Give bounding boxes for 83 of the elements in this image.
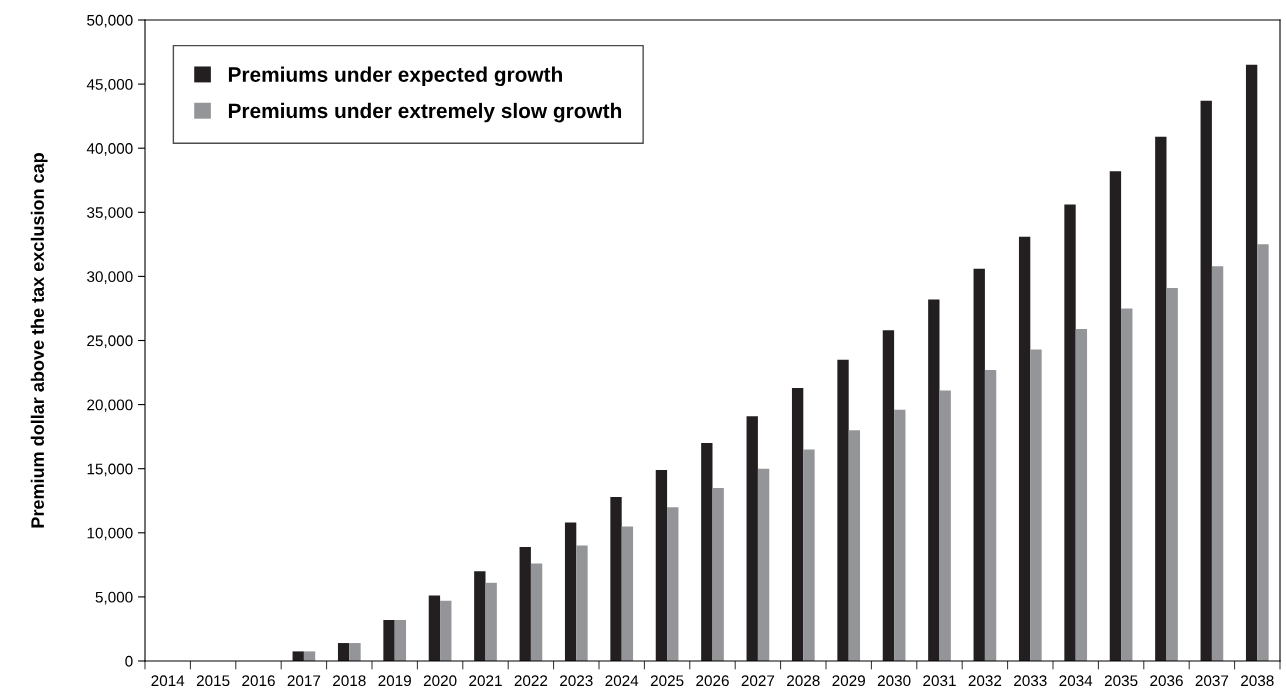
y-tick-label: 45,000 xyxy=(86,78,133,92)
x-tick-label: 2024 xyxy=(605,675,639,687)
x-tick-label: 2033 xyxy=(1014,675,1047,687)
x-tick-label: 2020 xyxy=(423,675,457,687)
x-tick-label: 2037 xyxy=(1195,675,1229,687)
y-tick-label: 0 xyxy=(125,655,133,667)
bar xyxy=(1018,236,1031,661)
bar xyxy=(428,595,441,661)
x-tick-label: 2030 xyxy=(877,675,911,687)
y-tick-label: 50,000 xyxy=(87,14,133,28)
bar xyxy=(530,563,543,661)
x-tick-label: 2036 xyxy=(1150,675,1183,687)
y-axis-title: Premium dollar above the tax exclusion cap xyxy=(30,153,48,528)
bar xyxy=(621,526,634,661)
bar xyxy=(383,619,395,661)
bar xyxy=(564,522,577,661)
x-tick-label: 2034 xyxy=(1059,675,1093,687)
x-tick-label: 2025 xyxy=(650,675,684,687)
bar xyxy=(1075,328,1088,661)
x-tick-label: 2027 xyxy=(741,675,775,687)
x-tick-label: 2032 xyxy=(968,675,1002,687)
bar xyxy=(712,487,724,661)
bar xyxy=(1121,308,1133,661)
bar xyxy=(667,507,679,661)
x-tick-label: 2031 xyxy=(923,675,956,687)
bar xyxy=(576,545,588,661)
y-tick-label: 15,000 xyxy=(87,463,133,477)
bar xyxy=(1155,136,1167,661)
bar xyxy=(984,369,997,661)
x-tick-label: 2019 xyxy=(378,675,411,687)
bar xyxy=(939,390,951,661)
bar xyxy=(803,449,815,661)
bar xyxy=(1064,204,1076,661)
x-tick-label: 2028 xyxy=(787,675,820,687)
y-tick-label: 35,000 xyxy=(87,207,133,220)
y-tick-label: 30,000 xyxy=(87,271,133,284)
bar xyxy=(349,643,361,661)
x-tick-label: 2014 xyxy=(151,675,185,687)
y-tick-label: 20,000 xyxy=(87,399,133,413)
x-tick-label: 2016 xyxy=(242,675,275,687)
legend-label: Premiums under extremely slow growth xyxy=(228,102,622,123)
bar xyxy=(1030,349,1042,661)
bar xyxy=(519,546,531,661)
bar xyxy=(655,469,668,661)
y-tick-label: 40,000 xyxy=(86,143,133,156)
bar xyxy=(440,600,452,661)
x-tick-label: 2021 xyxy=(469,675,502,687)
bar xyxy=(1109,171,1122,661)
y-tick-label: 5,000 xyxy=(95,591,133,605)
bar xyxy=(928,299,940,661)
y-tick-label: 10,000 xyxy=(87,527,133,541)
bar xyxy=(1200,100,1212,661)
x-tick-label: 2022 xyxy=(514,675,548,687)
bar xyxy=(485,582,497,661)
bar xyxy=(474,571,486,661)
bar xyxy=(973,268,985,661)
x-tick-label: 2023 xyxy=(560,675,593,687)
bar xyxy=(337,643,350,661)
bar xyxy=(837,359,849,661)
bar xyxy=(882,330,895,661)
bar xyxy=(1257,244,1269,661)
bar xyxy=(303,651,316,661)
x-tick-label: 2038 xyxy=(1241,675,1274,687)
bar xyxy=(610,496,622,661)
y-tick-label: 25,000 xyxy=(87,335,133,348)
x-tick-label: 2026 xyxy=(696,675,729,687)
legend-label: Premiums under expected growth xyxy=(228,66,562,87)
bar xyxy=(894,409,906,661)
bar xyxy=(394,619,407,661)
bar xyxy=(701,443,713,661)
bar xyxy=(1166,287,1178,661)
bar xyxy=(757,468,770,661)
bar xyxy=(746,416,758,661)
bar xyxy=(292,651,304,661)
x-tick-label: 2015 xyxy=(196,675,230,687)
bar xyxy=(1211,266,1224,661)
bar xyxy=(1245,64,1258,661)
bar xyxy=(848,430,861,661)
x-tick-label: 2017 xyxy=(287,675,321,687)
x-tick-label: 2035 xyxy=(1104,675,1138,687)
x-tick-label: 2029 xyxy=(832,675,865,687)
x-tick-label: 2018 xyxy=(333,675,366,687)
bar xyxy=(791,387,804,661)
